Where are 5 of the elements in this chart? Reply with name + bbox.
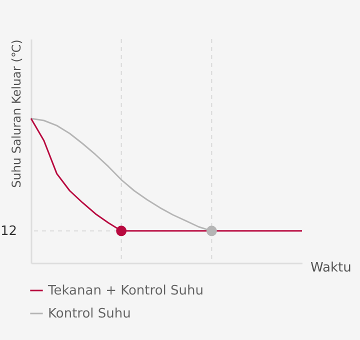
legend-label: Kontrol Suhu xyxy=(48,306,131,322)
y-axis-title: Suhu Saluran Keluar (℃) xyxy=(10,40,24,188)
legend-label: Tekanan + Kontrol Suhu xyxy=(47,284,204,298)
x-axis-title: Waktu xyxy=(310,260,352,276)
text: 12 xyxy=(0,224,17,239)
